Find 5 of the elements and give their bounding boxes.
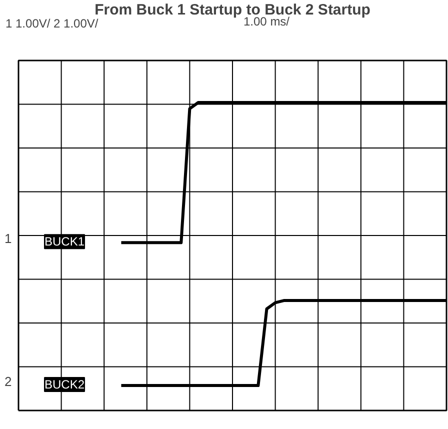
chart-subtitle: 1 1.00V/ 2 1.00V/ bbox=[6, 16, 99, 30]
text: BUCK1 bbox=[44, 234, 85, 249]
text: 1 bbox=[4, 231, 12, 246]
text: BUCK2 bbox=[44, 378, 85, 392]
text: 2 bbox=[4, 374, 12, 390]
